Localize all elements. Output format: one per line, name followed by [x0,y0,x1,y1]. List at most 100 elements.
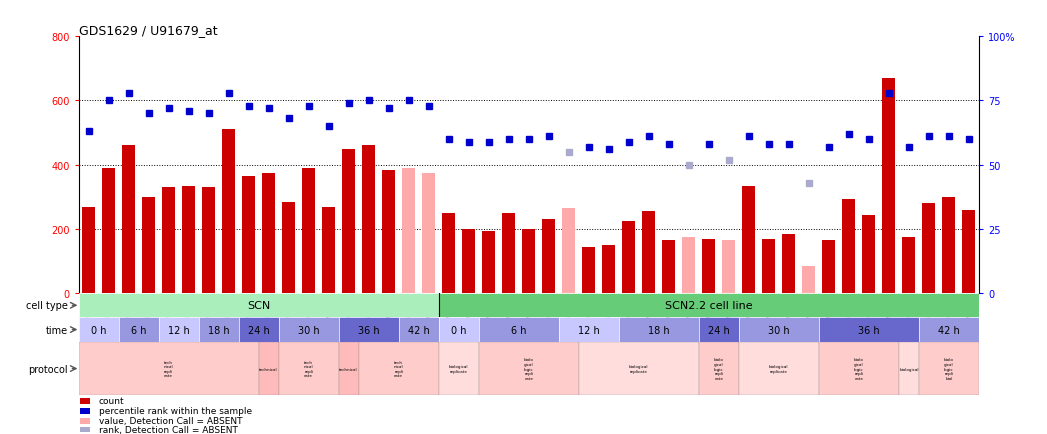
Text: 30 h: 30 h [297,325,319,335]
Bar [338,342,359,395]
Bar [322,207,335,294]
Bar [79,342,259,395]
Text: percentile rank within the sample: percentile rank within the sample [98,406,251,414]
Text: biological
replicate: biological replicate [629,365,648,373]
Text: cell type: cell type [26,301,68,311]
Bar [342,149,355,294]
Text: 12 h: 12 h [578,325,600,335]
Bar [239,317,279,342]
Text: 24 h: 24 h [248,325,269,335]
Text: tech
nical
repli
cate: tech nical repli cate [304,360,313,378]
Bar [442,214,455,294]
Text: 36 h: 36 h [358,325,379,335]
Bar [602,246,616,294]
Bar [359,342,439,395]
Bar [462,230,475,294]
Bar [279,317,338,342]
Text: protocol: protocol [28,364,68,374]
Text: value, Detection Call = ABSENT: value, Detection Call = ABSENT [98,416,242,424]
Bar [919,317,979,342]
Text: 42 h: 42 h [408,325,429,335]
Text: 18 h: 18 h [648,325,670,335]
Bar [102,168,115,294]
Text: technical: technical [260,367,277,371]
Bar [242,177,255,294]
Bar [158,317,199,342]
Bar [843,199,855,294]
Bar [919,342,979,395]
Bar [338,317,399,342]
Text: biolo
gical
logic
repli
cate: biolo gical logic repli cate [714,358,723,380]
Text: time: time [46,325,68,335]
Text: 24 h: 24 h [708,325,730,335]
Bar [703,239,715,294]
Bar [478,342,579,395]
Bar [79,294,439,317]
Bar [663,241,675,294]
Bar [279,342,338,395]
Bar [303,168,315,294]
Bar [622,222,636,294]
Bar [80,418,90,424]
Bar [162,188,175,294]
Bar [199,317,239,342]
Bar [619,317,698,342]
Bar [399,317,439,342]
Bar [559,317,619,342]
Text: biological: biological [899,367,918,371]
Bar [722,241,735,294]
Bar [503,214,515,294]
Text: GDS1629 / U91679_at: GDS1629 / U91679_at [79,24,217,37]
Bar [118,317,158,342]
Bar [698,342,739,395]
Text: 6 h: 6 h [511,325,527,335]
Bar [562,209,575,294]
Bar [582,247,596,294]
Text: 36 h: 36 h [859,325,879,335]
Text: biolo
gical
logic
repli
cate: biolo gical logic repli cate [524,358,534,380]
Bar [899,342,919,395]
Bar [739,317,819,342]
Bar [478,317,559,342]
Bar [222,130,236,294]
Text: 30 h: 30 h [768,325,789,335]
Bar [439,294,979,317]
Bar [903,238,915,294]
Bar [819,342,899,395]
Bar [82,207,95,294]
Bar [483,231,495,294]
Bar [202,188,215,294]
Bar [742,186,755,294]
Bar [80,427,90,433]
Bar [782,234,796,294]
Bar [79,317,118,342]
Text: biolo
gical
logic
repli
biol: biolo gical logic repli biol [944,358,954,380]
Bar [802,266,816,294]
Bar [282,202,295,294]
Text: biological
replicate: biological replicate [770,365,788,373]
Text: biological
replicate: biological replicate [449,365,468,373]
Bar [863,215,875,294]
Text: SCN2.2 cell line: SCN2.2 cell line [665,301,753,311]
Bar [402,168,416,294]
Bar [683,238,695,294]
Bar [922,204,935,294]
Bar [80,408,90,414]
Bar [522,230,535,294]
Bar [698,317,739,342]
Bar [80,398,90,404]
Text: SCN: SCN [247,301,270,311]
Bar [259,342,279,395]
Text: technical: technical [339,367,358,371]
Bar [579,342,698,395]
Bar [439,342,478,395]
Bar [382,170,395,294]
Text: 0 h: 0 h [91,325,107,335]
Bar [822,241,836,294]
Bar [962,210,976,294]
Bar [122,146,135,294]
Text: count: count [98,396,125,405]
Text: tech
nical
repli
cate: tech nical repli cate [394,360,403,378]
Bar [262,174,275,294]
Text: tech
nical
repli
cate: tech nical repli cate [163,360,174,378]
